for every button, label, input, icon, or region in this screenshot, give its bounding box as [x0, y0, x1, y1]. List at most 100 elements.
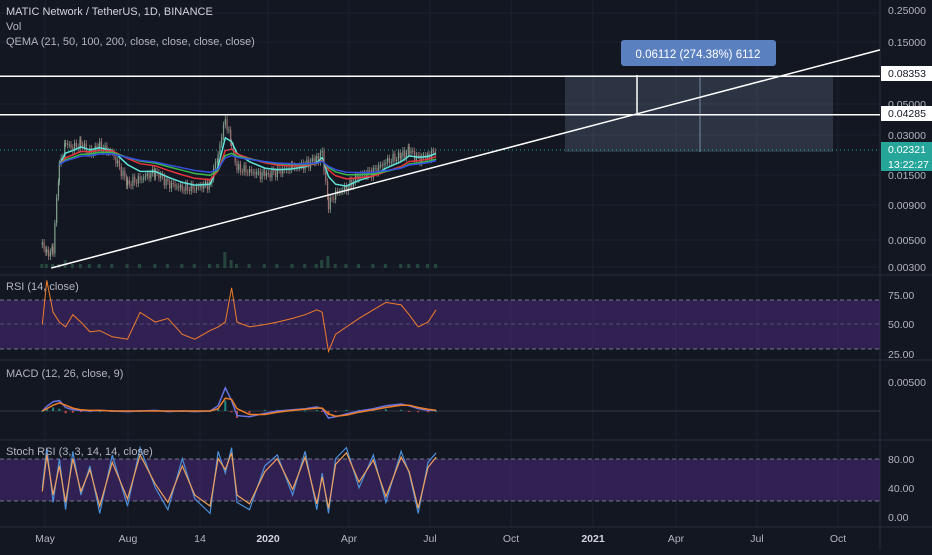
volume-bar: [290, 264, 294, 268]
countdown-tag: [881, 157, 932, 171]
volume-bar: [303, 264, 307, 268]
candle-body: [228, 129, 230, 131]
candle-body: [248, 169, 251, 173]
time-axis[interactable]: May Aug 14 2020 Apr Jul Oct 2021 Apr Jul…: [35, 533, 846, 545]
candle-body: [99, 141, 101, 147]
candle-body: [217, 154, 219, 162]
candle-body: [124, 170, 126, 178]
stoch-d-line: [41, 451, 437, 509]
volume-bar: [399, 264, 403, 268]
candle-body: [412, 150, 414, 152]
candle-body: [397, 152, 400, 161]
candle-body: [345, 185, 348, 192]
candle-body: [399, 152, 401, 158]
candle-body: [367, 170, 369, 177]
candle-body: [226, 119, 228, 131]
volume-bar: [110, 264, 114, 268]
price-tag-middle: [881, 106, 932, 121]
volume-bar: [247, 264, 251, 268]
macd-histogram-bar: [384, 409, 387, 411]
candle-body: [329, 197, 331, 210]
rsi-axis[interactable]: 75.00 50.00 25.00: [888, 290, 914, 361]
candle-body: [118, 160, 121, 167]
candle-body: [388, 158, 391, 163]
candle-body: [230, 129, 232, 143]
macd-histogram-bar: [248, 411, 251, 414]
time-tick: Aug: [119, 533, 138, 545]
stoch-rsi-band: [0, 459, 880, 501]
candle-body: [115, 156, 117, 164]
candle-body: [352, 181, 355, 187]
candle-body: [109, 151, 112, 153]
rsi-tick: 25.00: [888, 349, 914, 361]
volume-bar: [229, 260, 233, 268]
measure-label: 0.06112 (274.38%) 6112: [636, 49, 761, 61]
candle-body: [51, 246, 53, 252]
candle-body: [204, 181, 207, 185]
candle-body: [243, 165, 245, 173]
volume-bar: [326, 256, 330, 268]
candle-body: [405, 152, 408, 158]
measure-box[interactable]: [565, 75, 833, 152]
macd-histogram-bar: [400, 409, 403, 411]
candle-body: [271, 169, 273, 178]
volume-bar: [138, 264, 142, 268]
macd-histogram-bar: [45, 408, 48, 411]
vol-label: Vol: [6, 21, 21, 33]
macd-title: MACD (12, 26, close, 9): [6, 368, 123, 380]
candle-body: [165, 179, 167, 186]
candle-body: [46, 249, 48, 253]
candle-body: [394, 153, 396, 161]
macd-histogram-bar: [52, 407, 55, 411]
rsi-tick: 50.00: [888, 319, 914, 331]
volume-bar: [223, 252, 227, 268]
time-tick: Apr: [668, 533, 685, 545]
candle-body: [224, 119, 226, 125]
candle-body: [150, 173, 152, 179]
macd-histogram-bar: [217, 408, 220, 411]
candle-body: [264, 171, 266, 177]
qema-label: QEMA (21, 50, 100, 200, close, close, cl…: [6, 36, 255, 48]
signal-line: [41, 397, 437, 417]
candle-body: [143, 177, 145, 180]
candle-body: [400, 156, 402, 158]
candle-body: [160, 174, 162, 179]
volume-bar: [153, 264, 157, 268]
volume-bar: [51, 264, 55, 268]
volume-bar: [314, 264, 318, 268]
candle-body: [167, 179, 169, 182]
candle-body: [130, 184, 132, 186]
candle-body: [336, 190, 339, 193]
candle-body: [148, 173, 150, 179]
stoch-rsi-title: Stoch RSI (3, 3, 14, 14, close): [6, 446, 153, 458]
macd-histogram-bar: [98, 411, 101, 412]
macd-histogram-bar: [427, 411, 430, 413]
candle-body: [349, 179, 351, 188]
time-tick: 2021: [581, 533, 605, 545]
volume-bar: [192, 264, 196, 268]
candle-body: [120, 166, 122, 177]
candle-body: [183, 189, 185, 191]
price-axis[interactable]: 0.25000 0.15000 0.05000 0.03000 0.01500 …: [888, 5, 926, 274]
candle-body: [117, 160, 119, 164]
candle-body: [221, 136, 223, 145]
candle-body: [216, 161, 218, 163]
volume-bar: [40, 264, 44, 268]
candle-body: [236, 162, 238, 170]
candle-body: [333, 198, 335, 200]
candle-body: [427, 154, 429, 157]
candles: [41, 115, 436, 260]
candle-body: [238, 163, 240, 170]
candle-body: [376, 168, 378, 174]
time-tick: Apr: [341, 533, 358, 545]
volume-bar: [78, 264, 82, 268]
rsi-band: [0, 300, 880, 349]
trendline[interactable]: [51, 49, 881, 269]
stoch-axis[interactable]: 80.00 40.00 0.00: [888, 454, 914, 524]
candle-body: [174, 184, 176, 187]
grid-lines: [0, 0, 880, 527]
candle-body: [259, 171, 261, 179]
candle-body: [45, 248, 47, 253]
volume-bar: [356, 264, 360, 268]
